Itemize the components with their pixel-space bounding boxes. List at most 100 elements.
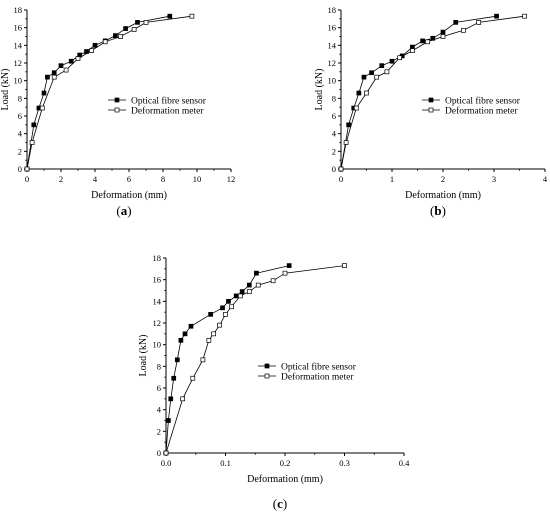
y-axis-title: Load (kN) [314,69,325,111]
filled-square-marker [246,282,252,288]
x-axis-title: Deformation (mm) [247,474,323,485]
y-tick-label: 14 [153,296,162,306]
legend-label-1: Optical fibre sensor [281,362,357,373]
y-axis-title: Load (kN) [138,335,149,377]
legend-marker-2 [114,107,120,113]
legend-label-2: Deformation meter [445,106,518,117]
filled-square-marker [135,20,140,25]
panel-label-open: ( [430,203,434,218]
legend-label-2: Deformation meter [281,372,354,383]
panel-label-close: ) [127,203,131,218]
x-tick-label: 4 [93,174,98,184]
x-tick-label: 10 [193,174,202,184]
y-tick-label: 6 [332,111,336,121]
x-tick-label: 0.0 [161,458,172,468]
y-tick-label: 16 [328,23,337,33]
chart-panel-a: 0 2 4 6 8 10 12 0 2 4 6 8 10 12 14 16 18 Deformation (mm)… [0,5,235,218]
open-square-marker [397,55,402,61]
y-tick-label: 4 [157,405,162,415]
open-square-marker [89,48,94,53]
filled-square-marker [369,70,374,76]
open-square-marker [246,289,252,294]
x-tick-label: 0.1 [220,458,231,468]
filled-square-marker [171,375,177,381]
filled-square-marker [346,122,351,128]
filled-square-marker [208,311,213,317]
open-square-marker [211,331,216,337]
legend-marker-1 [264,363,270,369]
filled-square-marker [356,90,362,96]
x-tick-label: 0 [339,174,343,184]
open-square-marker [338,166,344,172]
filled-square-marker [31,122,37,128]
open-square-marker [102,39,108,45]
open-square-marker [270,278,276,284]
y-tick-label: 8 [18,93,22,103]
y-tick-label: 0 [18,164,22,174]
filled-square-marker [389,58,395,64]
filled-square-marker [254,270,259,276]
open-square-marker [75,56,81,61]
legend-label-1: Optical fibre sensor [131,96,207,107]
filled-square-marker [188,323,194,329]
series-line-1 [26,15,170,170]
filled-square-marker [178,337,184,343]
filled-square-marker [420,38,425,44]
x-tick-label: 3 [492,174,496,184]
open-square-marker [476,20,482,25]
filled-square-marker [58,63,64,69]
panel-label-letter: a [121,203,128,218]
x-tick-label: 0.3 [339,458,350,468]
x-tick-label: 4 [543,174,548,184]
y-tick-label: 12 [328,58,337,68]
legend-marker-2 [264,373,270,379]
open-square-marker [131,27,137,32]
y-tick-label: 0 [332,164,336,174]
y-tick-label: 12 [153,318,162,328]
open-square-marker [63,67,69,73]
filled-square-marker [41,90,47,96]
open-square-marker [255,282,261,288]
y-tick-label: 18 [328,5,337,15]
y-tick-label: 10 [14,76,23,86]
open-square-marker [39,105,45,111]
panel-label: (b) [430,203,446,218]
y-tick-label: 10 [328,76,337,86]
x-tick-label: 0.2 [280,458,291,468]
filled-square-marker [440,29,446,35]
panel-label-letter: c [277,496,283,511]
panel-label-letter: b [434,203,441,218]
open-square-marker [440,34,446,39]
open-square-marker [206,337,212,343]
y-tick-label: 6 [157,383,161,393]
open-square-marker [522,13,527,19]
x-tick-label: 0.4 [399,458,410,468]
y-tick-label: 4 [332,129,337,139]
filled-square-marker [68,58,74,64]
filled-square-marker [168,396,174,402]
x-tick-label: 2 [59,174,63,184]
open-square-marker [118,34,123,39]
filled-square-marker [123,26,128,31]
filled-square-marker [182,331,188,337]
filled-square-marker [233,293,239,299]
y-axis-title: Load (kN) [0,69,11,111]
legend-label-1: Optical fibre sensor [445,96,521,107]
filled-square-marker [113,33,118,38]
open-square-marker [238,293,243,299]
open-square-marker [343,140,349,145]
y-tick-label: 18 [153,253,162,263]
filled-square-marker [220,305,225,311]
open-square-marker [180,396,186,402]
filled-square-marker [92,42,98,48]
filled-square-marker [166,418,171,423]
series-line-2 [165,265,345,454]
panel-label-close: ) [442,203,446,218]
open-square-marker [364,90,369,96]
chart-panel-c: 0.0 0.1 0.2 0.3 0.4 0 2 4 6 8 10 12 14 16 18 Deformatio… [138,253,410,511]
panel-label: (c) [273,496,287,511]
y-tick-label: 16 [153,275,162,285]
open-square-marker [282,270,288,276]
y-tick-label: 16 [14,23,23,33]
